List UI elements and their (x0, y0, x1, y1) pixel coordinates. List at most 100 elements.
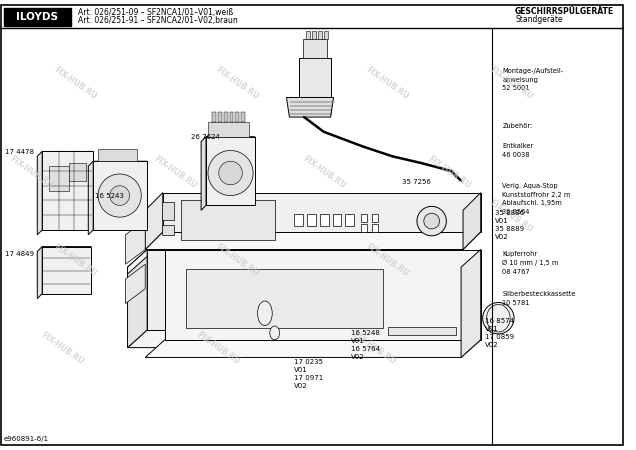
Bar (212, 112, 216, 122)
Bar (218, 112, 222, 122)
Circle shape (417, 207, 446, 236)
Polygon shape (93, 161, 147, 230)
Bar (324, 31, 328, 39)
Bar (387, 327, 456, 335)
Bar (69, 163, 86, 181)
Bar (303, 39, 327, 58)
Text: 35 8886
V01
35 8889
V02: 35 8886 V01 35 8889 V02 (495, 210, 525, 240)
FancyBboxPatch shape (4, 8, 71, 26)
Text: FIX-HUB.RU: FIX-HUB.RU (488, 66, 535, 102)
Bar (294, 214, 303, 226)
Polygon shape (286, 98, 333, 117)
Bar (372, 224, 378, 232)
Text: GESCHIRRSPÜLGERÄTE: GESCHIRRSPÜLGERÄTE (515, 7, 614, 16)
Polygon shape (201, 137, 255, 147)
Text: FIX-HUB.RU: FIX-HUB.RU (351, 331, 398, 367)
Text: FIX-HUB.RU: FIX-HUB.RU (301, 154, 347, 190)
Text: Kupferrohr
Ø 10 mm / 1,5 m
08 4767: Kupferrohr Ø 10 mm / 1,5 m 08 4767 (502, 252, 558, 274)
Text: FIX-HUB.RU: FIX-HUB.RU (214, 242, 260, 279)
Polygon shape (147, 250, 481, 330)
Text: FIX-HUB.RU: FIX-HUB.RU (151, 154, 198, 190)
Bar (299, 58, 331, 112)
Circle shape (98, 174, 141, 217)
Text: Montage-/Aufstell-
anweisung
52 5001: Montage-/Aufstell- anweisung 52 5001 (502, 68, 563, 91)
Polygon shape (125, 220, 145, 264)
Text: FIX-HUB.RU: FIX-HUB.RU (8, 154, 54, 190)
Polygon shape (128, 250, 147, 348)
Bar (235, 112, 239, 122)
Polygon shape (463, 193, 481, 250)
Polygon shape (38, 247, 42, 299)
Text: FIX-HUB.RU: FIX-HUB.RU (52, 66, 98, 102)
Ellipse shape (258, 301, 272, 325)
Polygon shape (88, 161, 93, 235)
Text: Zubehör:: Zubehör: (502, 123, 532, 130)
Polygon shape (38, 151, 93, 161)
Text: FIX-HUB.RU: FIX-HUB.RU (364, 66, 410, 102)
Bar (361, 214, 367, 222)
Polygon shape (165, 250, 481, 340)
Bar (307, 214, 316, 226)
Circle shape (483, 302, 514, 334)
Text: 26 7624: 26 7624 (191, 134, 220, 140)
Text: Art. 026/251-91 – SF2NCA2/01–V02,braun: Art. 026/251-91 – SF2NCA2/01–V02,braun (78, 17, 238, 26)
Text: ILOYDS: ILOYDS (17, 12, 59, 22)
Text: Standgeräte: Standgeräte (515, 15, 563, 24)
Polygon shape (461, 250, 481, 348)
Text: FIX-HUB.RU: FIX-HUB.RU (214, 66, 260, 102)
Polygon shape (145, 340, 481, 357)
Text: Silberbesteckkassette
10 5781: Silberbesteckkassette 10 5781 (502, 291, 576, 306)
Bar (162, 225, 174, 235)
Bar (230, 112, 233, 122)
Polygon shape (38, 151, 42, 235)
Bar (320, 214, 329, 226)
Polygon shape (145, 193, 163, 250)
Polygon shape (128, 330, 481, 348)
Polygon shape (206, 137, 255, 205)
Bar (333, 214, 342, 226)
Text: Art. 026/251-09 – SF2NCA1/01–V01,weiß: Art. 026/251-09 – SF2NCA1/01–V01,weiß (78, 8, 234, 17)
Text: 16 5243: 16 5243 (95, 193, 124, 198)
Circle shape (110, 186, 130, 205)
Polygon shape (42, 247, 91, 294)
Polygon shape (88, 161, 147, 171)
Text: 35 7256: 35 7256 (402, 179, 431, 185)
Bar (306, 31, 310, 39)
Text: FIX-HUB.RU: FIX-HUB.RU (364, 242, 410, 279)
Polygon shape (42, 151, 93, 230)
Text: Entkalker
46 0038: Entkalker 46 0038 (502, 144, 534, 158)
Polygon shape (145, 232, 481, 250)
Polygon shape (38, 247, 91, 254)
Bar (345, 214, 354, 226)
Text: 17 0235
V01
17 0971
V02: 17 0235 V01 17 0971 V02 (294, 360, 324, 389)
Polygon shape (163, 193, 481, 232)
Bar (208, 122, 249, 137)
Bar (186, 269, 383, 328)
Bar (312, 31, 316, 39)
Text: FIX-HUB.RU: FIX-HUB.RU (195, 331, 242, 367)
Polygon shape (128, 250, 147, 274)
Text: FIX-HUB.RU: FIX-HUB.RU (426, 154, 473, 190)
Bar (49, 166, 69, 191)
Circle shape (208, 150, 253, 196)
Bar (318, 31, 322, 39)
Polygon shape (201, 137, 206, 210)
Text: Verlg. Aqua-Stop
Kunststoffrohr 2,2 m
Ablaufschl. 1,95m
35 0564: Verlg. Aqua-Stop Kunststoffrohr 2,2 m Ab… (502, 183, 570, 215)
Text: e960891-6/1: e960891-6/1 (4, 436, 49, 442)
Polygon shape (125, 264, 145, 303)
Text: 16 5248
V01
16 5764
V02: 16 5248 V01 16 5764 V02 (351, 330, 380, 360)
Text: 17 4849: 17 4849 (5, 252, 34, 257)
Text: FIX-HUB.RU: FIX-HUB.RU (488, 198, 535, 234)
Polygon shape (461, 250, 481, 357)
Bar (361, 224, 367, 232)
Bar (224, 112, 228, 122)
Bar (98, 149, 137, 161)
Bar (181, 200, 275, 240)
Ellipse shape (270, 326, 280, 340)
Bar (241, 112, 245, 122)
Bar (162, 202, 174, 220)
Text: 17 4478: 17 4478 (5, 149, 34, 155)
Text: FIX-HUB.RU: FIX-HUB.RU (39, 331, 85, 367)
Text: 16 8574
V01
17 0859
V02: 16 8574 V01 17 0859 V02 (485, 318, 514, 348)
Circle shape (219, 161, 242, 185)
